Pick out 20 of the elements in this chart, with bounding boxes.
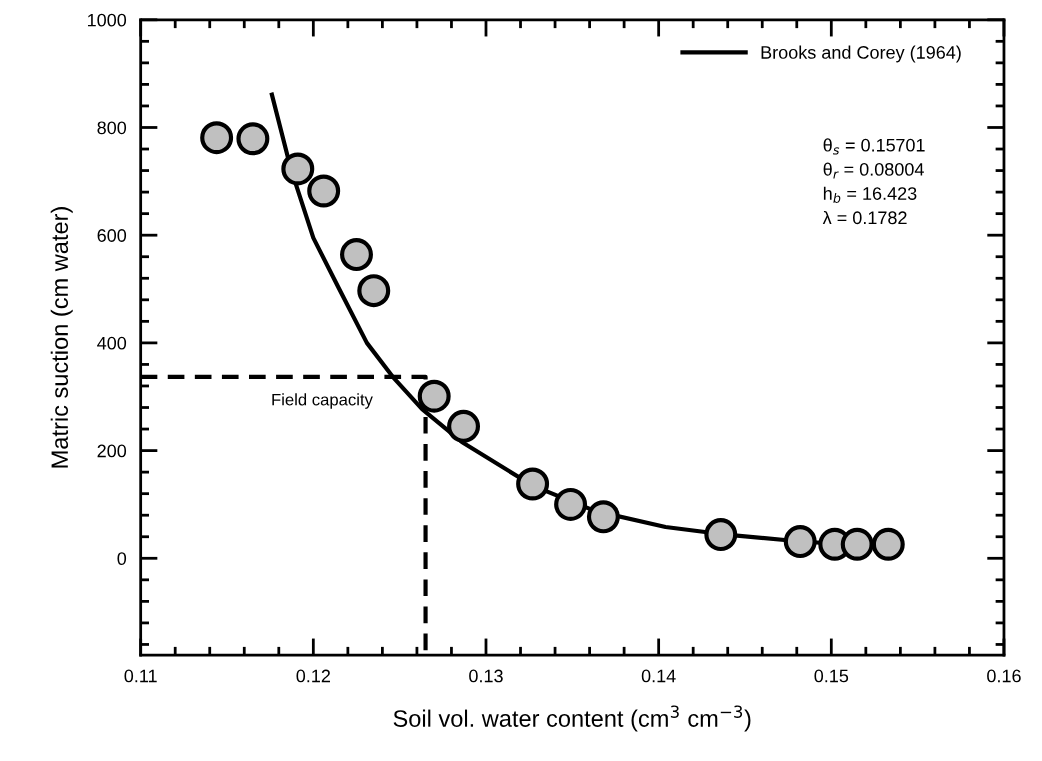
x-tick-label: 0.15 — [814, 669, 849, 683]
x-tick-label: 0.12 — [296, 669, 330, 683]
x-axis-title: Soil vol. water content (cm$^{3}$ cm$^{−3}$) — [393, 705, 751, 732]
y-tick-label: 0 — [117, 552, 127, 566]
annotation: h$_{b}$ = 16.423 — [823, 186, 917, 203]
annotation: θ$_{r}$ = 0.08004 — [823, 162, 924, 179]
y-tick-label: 1000 — [88, 13, 127, 27]
x-tick-label: 0.13 — [469, 669, 503, 683]
annotation: Field capacity — [272, 393, 373, 409]
x-tick-label: 0.11 — [124, 669, 157, 683]
x-tick-label: 0.16 — [987, 669, 1021, 683]
y-tick-label: 800 — [97, 121, 127, 135]
x-tick-label: 0.14 — [641, 669, 676, 683]
annotation: θ$_{s}$ = 0.15701 — [823, 138, 925, 155]
annotation: λ = 0.1782 — [822, 210, 907, 225]
y-tick-label: 600 — [97, 229, 127, 242]
y-axis-title: Matric suction (cm water) — [50, 207, 73, 468]
legend-label: Brooks and Corey (1964) — [761, 45, 961, 63]
y-tick-label: 400 — [97, 336, 127, 350]
y-tick-label: 200 — [97, 444, 127, 458]
